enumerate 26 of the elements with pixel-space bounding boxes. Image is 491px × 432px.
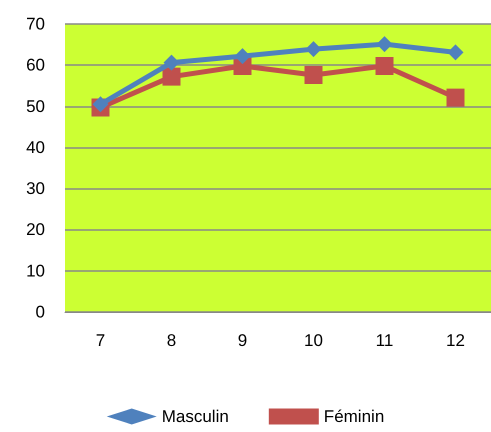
x-tick-label: 11	[376, 331, 394, 350]
point	[306, 41, 322, 58]
point	[446, 88, 464, 107]
y-tick-label: 10	[26, 261, 45, 280]
y-tick-label: 60	[26, 56, 45, 75]
point	[304, 66, 322, 84]
point	[376, 36, 392, 52]
legend-label: Féminin	[324, 407, 384, 426]
y-tick-label: 20	[26, 220, 45, 240]
point	[234, 48, 250, 64]
y-tick-label: 70	[26, 14, 45, 34]
point	[448, 44, 464, 60]
point	[376, 56, 394, 75]
legend-label: Masculin	[162, 407, 229, 426]
point	[164, 54, 180, 71]
point	[92, 96, 108, 112]
point	[162, 68, 180, 86]
x-tick-label: 10	[304, 331, 323, 350]
x-tick-label: 12	[446, 331, 465, 350]
y-tick-label: 50	[26, 96, 45, 116]
y-tick-label: 40	[26, 138, 45, 157]
x-tick-label: 7	[96, 331, 106, 350]
x-tick-label: 9	[238, 331, 248, 350]
y-tick-label: 30	[26, 179, 45, 198]
y-tick-label: 0	[36, 302, 45, 322]
x-tick-label: 8	[166, 331, 176, 350]
